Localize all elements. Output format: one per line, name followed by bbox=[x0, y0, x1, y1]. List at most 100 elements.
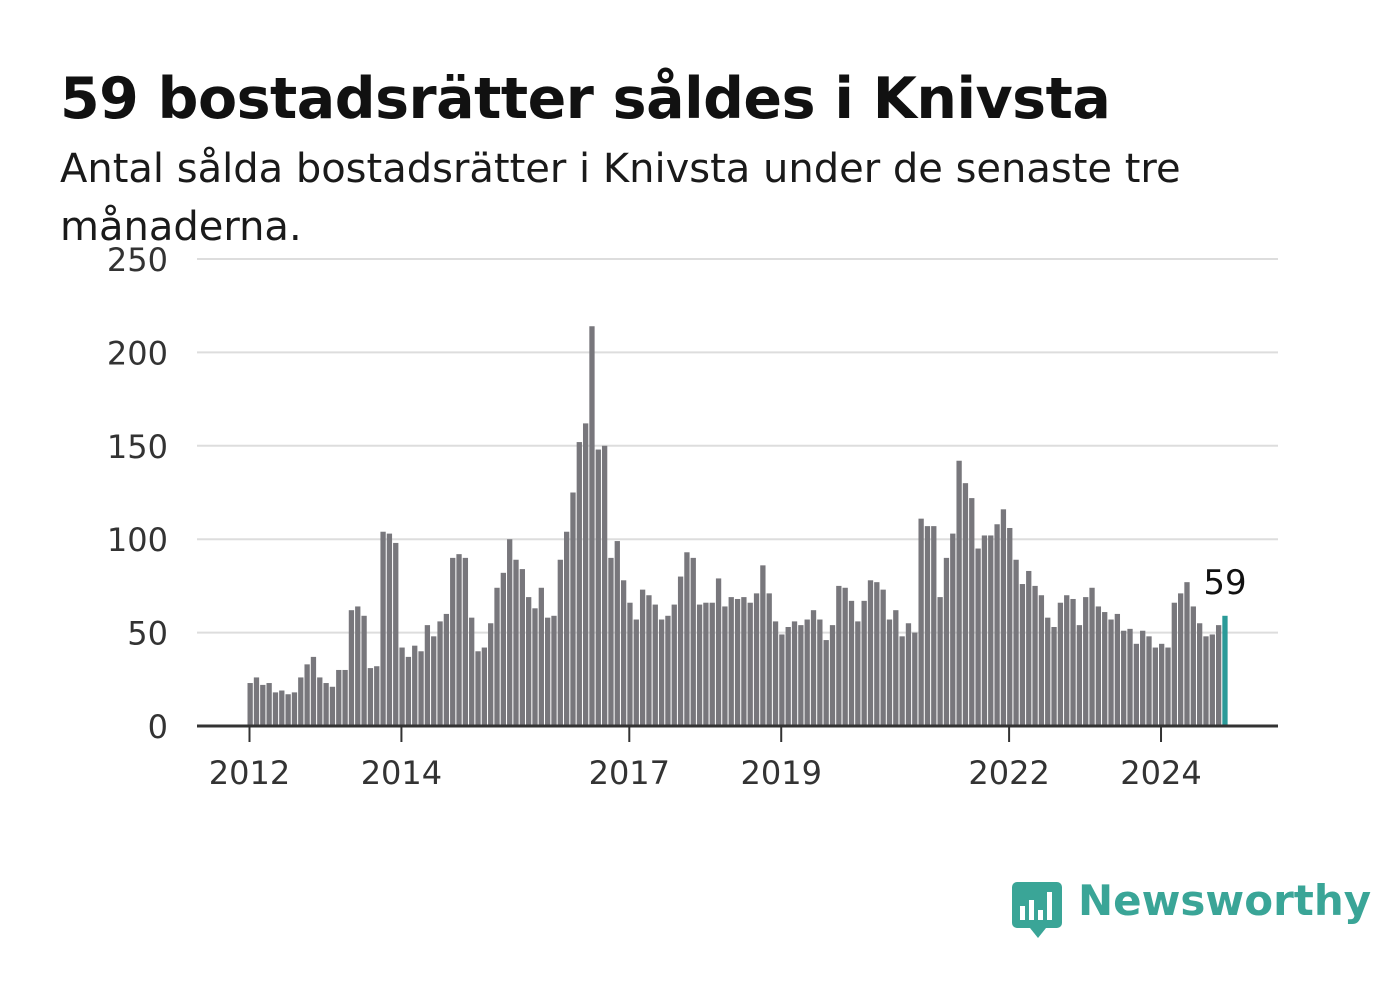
bar bbox=[646, 595, 652, 726]
bar bbox=[348, 610, 355, 726]
bar bbox=[671, 604, 677, 726]
bar bbox=[1190, 606, 1196, 726]
bar bbox=[722, 606, 728, 726]
bar bbox=[1133, 643, 1139, 726]
bar bbox=[1032, 585, 1038, 726]
bar bbox=[633, 619, 639, 726]
bar bbox=[810, 610, 817, 726]
bar bbox=[760, 565, 766, 726]
bar bbox=[1064, 595, 1070, 726]
bar bbox=[1140, 630, 1146, 726]
bar bbox=[994, 524, 1000, 726]
bar bbox=[399, 647, 405, 726]
bar bbox=[418, 651, 424, 726]
bar bbox=[551, 615, 557, 726]
bar bbox=[443, 613, 450, 726]
bar bbox=[753, 593, 760, 726]
bar bbox=[639, 589, 646, 726]
bar bbox=[285, 694, 291, 726]
bar bbox=[1013, 559, 1019, 726]
bar-highlight bbox=[1222, 615, 1228, 726]
x-tick-label: 2014 bbox=[361, 754, 442, 792]
bar bbox=[323, 683, 329, 726]
bar bbox=[677, 576, 684, 726]
bar bbox=[652, 604, 658, 726]
bar bbox=[557, 559, 563, 726]
bar bbox=[1045, 617, 1051, 726]
bar bbox=[608, 557, 614, 726]
bar bbox=[526, 597, 532, 726]
bar bbox=[981, 535, 988, 726]
bar bbox=[1057, 602, 1064, 726]
gridlines bbox=[197, 258, 1278, 634]
bar bbox=[272, 692, 279, 726]
brand-name: Newsworthy bbox=[1078, 876, 1372, 925]
bar bbox=[1007, 527, 1013, 726]
chart-title: 59 bostadsrätter såldes i Knivsta bbox=[60, 66, 1111, 132]
bar bbox=[1178, 593, 1184, 726]
bar bbox=[943, 557, 950, 726]
bar bbox=[329, 686, 336, 726]
bar bbox=[620, 580, 627, 726]
bar bbox=[1159, 643, 1165, 726]
bar bbox=[1038, 595, 1045, 726]
bars bbox=[247, 326, 1228, 726]
bar bbox=[1114, 613, 1121, 726]
bar bbox=[355, 606, 361, 726]
bar bbox=[1146, 636, 1152, 726]
bar bbox=[336, 669, 342, 726]
bar bbox=[817, 619, 823, 726]
x-tick-label: 2019 bbox=[741, 754, 822, 792]
bar bbox=[734, 598, 741, 726]
bar bbox=[696, 604, 703, 726]
bar bbox=[665, 615, 671, 726]
y-tick-label: 100 bbox=[107, 521, 168, 559]
bar bbox=[456, 554, 462, 726]
bar bbox=[899, 636, 905, 726]
bar bbox=[893, 610, 899, 726]
bar bbox=[475, 651, 481, 726]
bar bbox=[880, 589, 886, 726]
bar bbox=[545, 617, 551, 726]
bar bbox=[469, 617, 475, 726]
bar bbox=[829, 625, 836, 726]
bar bbox=[462, 557, 469, 726]
bar bbox=[747, 602, 753, 726]
bar bbox=[589, 326, 595, 726]
bar bbox=[1171, 602, 1177, 726]
bar bbox=[488, 623, 494, 726]
bar bbox=[1102, 612, 1108, 726]
x-tick-label: 2022 bbox=[968, 754, 1049, 792]
bar bbox=[728, 597, 734, 726]
bar bbox=[367, 668, 374, 726]
bar bbox=[494, 587, 500, 726]
bar bbox=[690, 557, 696, 726]
bar bbox=[386, 533, 393, 726]
bar bbox=[266, 683, 272, 726]
bar bbox=[601, 445, 608, 726]
bar bbox=[405, 656, 412, 726]
bar bbox=[342, 669, 348, 726]
bar bbox=[874, 582, 880, 726]
bar bbox=[279, 690, 285, 726]
bar bbox=[431, 636, 437, 726]
bar bbox=[956, 460, 962, 726]
bar bbox=[1000, 509, 1007, 726]
newsworthy-logo bbox=[1012, 882, 1062, 938]
bar bbox=[848, 600, 855, 726]
bar bbox=[1121, 630, 1127, 726]
bar bbox=[627, 602, 633, 726]
bar bbox=[709, 602, 715, 726]
y-tick-label: 0 bbox=[148, 708, 168, 746]
bar bbox=[564, 531, 570, 726]
bar bbox=[393, 542, 399, 726]
y-axis-ticks: 0 50 100 150 200 250 bbox=[107, 241, 168, 746]
bar bbox=[1026, 570, 1032, 726]
bar bbox=[715, 578, 722, 726]
y-tick-label: 150 bbox=[107, 428, 168, 466]
bar bbox=[437, 621, 443, 726]
bar bbox=[1127, 628, 1133, 726]
bar bbox=[861, 600, 867, 726]
bar bbox=[988, 535, 994, 726]
